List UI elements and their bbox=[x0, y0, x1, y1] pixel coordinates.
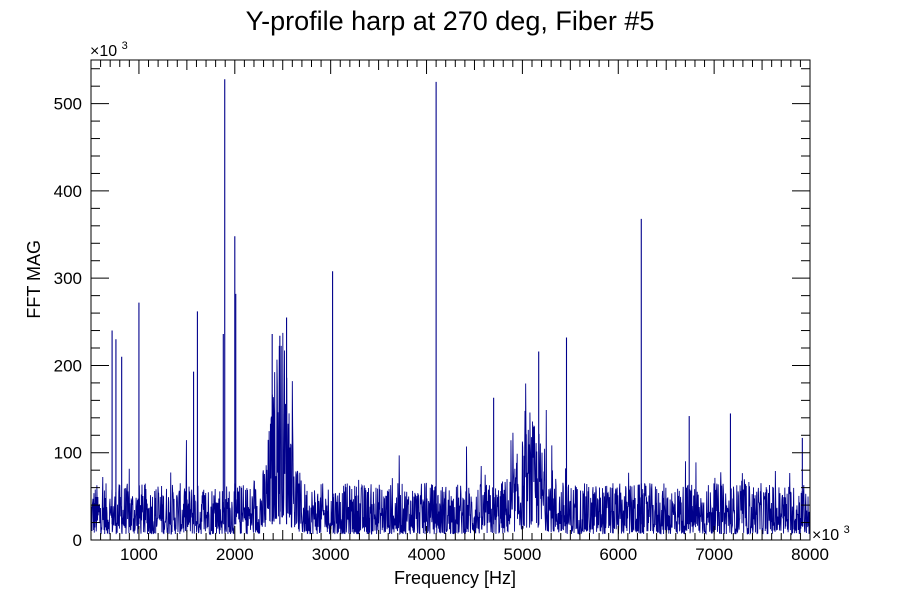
x-tick-label: 3000 bbox=[312, 545, 350, 564]
plot-frame bbox=[90, 59, 811, 541]
x-tick-label: 8000 bbox=[791, 545, 829, 564]
y-multiplier-exp: 3 bbox=[122, 40, 128, 52]
x-multiplier-label: ×10 3 bbox=[812, 524, 850, 544]
x-tick-label: 2000 bbox=[216, 545, 254, 564]
y-tick-label: 300 bbox=[54, 269, 82, 288]
x-tick-label: 7000 bbox=[695, 545, 733, 564]
series-fft-mag bbox=[91, 79, 810, 536]
x-tick-label: 1000 bbox=[120, 545, 158, 564]
chart-title: Y-profile harp at 270 deg, Fiber #5 bbox=[246, 6, 655, 36]
x-multiplier-base: ×10 bbox=[812, 527, 839, 544]
plot-area: 1000 2000 3000 4000 5000 6000 7000 8000 0 100 200… bbox=[54, 59, 829, 564]
x-tick-label: 4000 bbox=[408, 545, 446, 564]
series-noise-trace bbox=[91, 332, 810, 536]
x-tick-label: 6000 bbox=[599, 545, 637, 564]
y-tick-label: 400 bbox=[54, 182, 82, 201]
y-axis-label: FFT MAG bbox=[24, 240, 44, 319]
y-tick-label: 0 bbox=[73, 531, 82, 550]
x-multiplier-exp: 3 bbox=[844, 524, 850, 536]
x-axis-label: Frequency [Hz] bbox=[394, 568, 516, 588]
y-multiplier-label: ×10 3 bbox=[90, 40, 128, 60]
y-axis-ticks: 0 100 200 300 400 500 bbox=[54, 68, 810, 550]
y-multiplier-base: ×10 bbox=[90, 43, 117, 60]
y-tick-label: 500 bbox=[54, 95, 82, 114]
y-tick-label: 200 bbox=[54, 356, 82, 375]
x-tick-label: 5000 bbox=[503, 545, 541, 564]
x-axis-ticks: 1000 2000 3000 4000 5000 6000 7000 8000 bbox=[90, 60, 829, 564]
y-tick-label: 100 bbox=[54, 444, 82, 463]
